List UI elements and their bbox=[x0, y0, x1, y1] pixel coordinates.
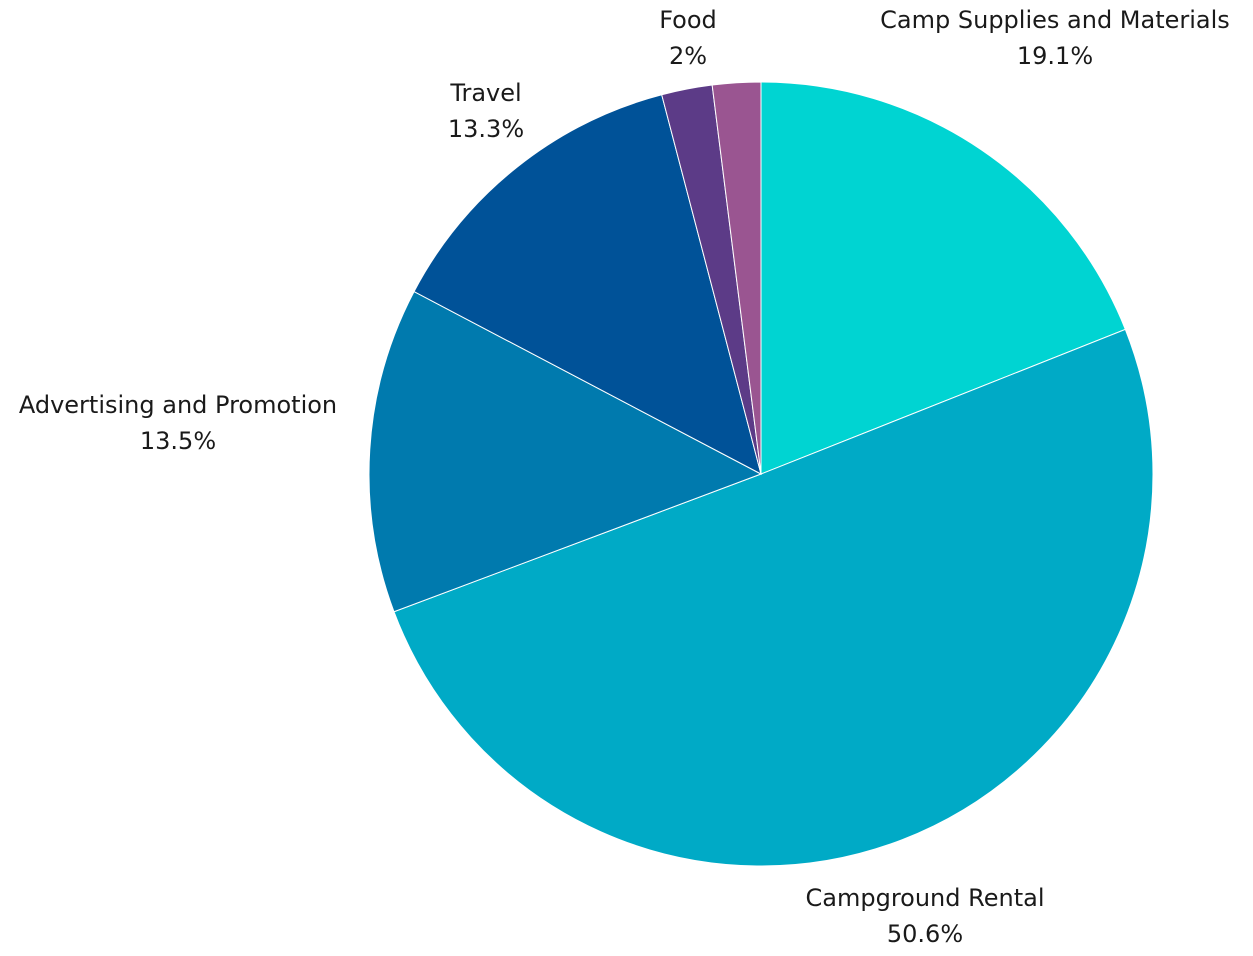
slice-value-camp-supplies-and-materials: 19.1% bbox=[1017, 42, 1093, 70]
pie-slice-camp-supplies-and-materials bbox=[760, 81, 1126, 475]
slice-label-food: Food bbox=[659, 6, 717, 34]
slice-value-advertising-and-promotion: 13.5% bbox=[140, 427, 216, 455]
slice-value-food: 2% bbox=[669, 42, 707, 70]
pie-slice-advertising-and-promotion bbox=[368, 290, 763, 613]
pie-slices bbox=[368, 81, 1154, 867]
slice-label-advertising-and-promotion: Advertising and Promotion bbox=[19, 391, 337, 419]
pie-slice-food bbox=[711, 81, 762, 475]
slice-value-campground-rental: 50.6% bbox=[887, 920, 963, 948]
pie-slice-travel bbox=[413, 94, 762, 475]
slice-label-campground-rental: Campground Rental bbox=[806, 884, 1045, 912]
pie-labels: Camp Supplies and Materials 19.1% Campgrou… bbox=[19, 6, 1230, 948]
slice-label-travel: Travel bbox=[449, 79, 521, 107]
pie-slice-campground-rental bbox=[393, 328, 1154, 867]
slice-value-travel: 13.3% bbox=[448, 115, 524, 143]
slice-label-camp-supplies-and-materials: Camp Supplies and Materials bbox=[880, 6, 1230, 34]
